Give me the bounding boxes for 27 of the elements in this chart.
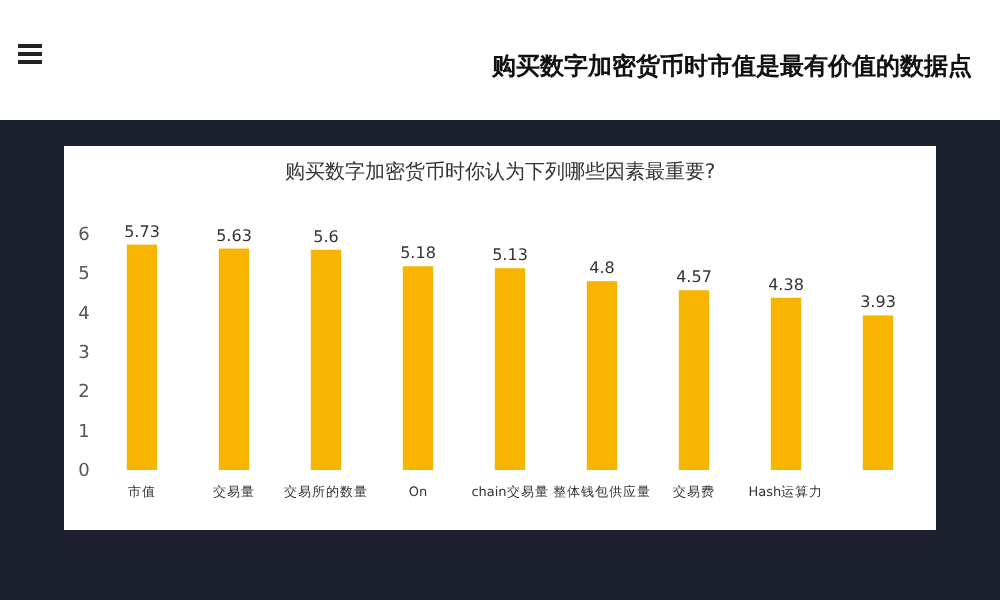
y-tick-label: 6 [78, 226, 91, 246]
y-tick-label: 4 [78, 304, 91, 325]
data-label: 4.8 [589, 259, 615, 278]
data-label: 3.93 [860, 293, 896, 312]
bar [770, 297, 802, 470]
data-label: 5.13 [492, 246, 528, 265]
bar [126, 244, 158, 470]
bar [862, 315, 894, 470]
y-tick-label: 5 [78, 265, 90, 286]
data-label: 5.73 [124, 222, 160, 241]
chart-title: 购买数字加密货币时市值是最有价值的数据点 [490, 52, 972, 80]
chart-subtitle: 购买数字加密货币时你认为下列哪些因素最重要? [284, 160, 716, 184]
y-tick-label: 2 [78, 383, 90, 404]
y-tick-label: 1 [78, 422, 90, 443]
data-label: 4.57 [676, 268, 712, 287]
data-label: 5.63 [216, 226, 252, 245]
bar [586, 281, 618, 470]
bar [218, 248, 250, 470]
data-label: 5.6 [313, 227, 339, 246]
y-tick-label: 0 [78, 462, 91, 482]
bar [678, 290, 710, 470]
data-label: 5.18 [400, 244, 436, 263]
y-tick-label: 3 [78, 344, 90, 364]
bar [402, 266, 434, 470]
data-label: 4.38 [768, 275, 804, 294]
bar [494, 268, 526, 470]
bar [310, 249, 342, 470]
